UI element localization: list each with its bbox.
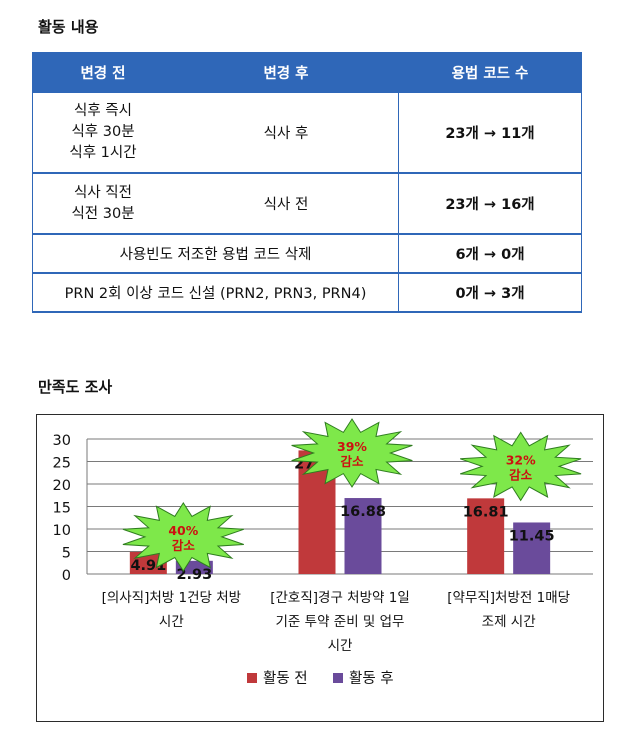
starburst-callout (122, 501, 244, 572)
y-tick-label: 25 (53, 456, 71, 472)
y-tick-label: 5 (62, 546, 71, 562)
bar (513, 522, 551, 574)
table-row: 사용빈도 저조한 용법 코드 삭제 6개 → 0개 (32, 234, 582, 274)
bar (467, 498, 505, 574)
y-tick-label: 20 (53, 478, 71, 494)
legend-swatch (333, 673, 343, 683)
y-tick-label: 30 (53, 433, 71, 449)
header-after: 변경 후 (173, 52, 399, 93)
chart-frame: 0510152025304.9127.4716.812.9316.8811.45… (36, 414, 604, 722)
x-tick-label: [의사직]처방 1건당 처방 (102, 590, 242, 606)
cell-after: 식사 전 (173, 173, 399, 235)
x-tick-label: 조제 시간 (482, 614, 536, 630)
cell-count: 0개 → 3개 (398, 273, 582, 313)
table-row: PRN 2회 이상 코드 신설 (PRN2, PRN3, PRN4) 0개 → … (32, 273, 582, 313)
cell-after: 식사 후 (173, 92, 399, 174)
cell-before: 식사 직전 식전 30분 (32, 173, 174, 235)
callout-text: 39% (337, 439, 367, 454)
callout-text: 감소 (509, 467, 533, 482)
y-tick-label: 15 (53, 501, 71, 517)
bar-chart: 0510152025304.9127.4716.812.9316.8811.45… (53, 418, 593, 687)
cell-count: 23개 → 11개 (398, 92, 582, 174)
y-tick-label: 0 (62, 568, 71, 584)
satisfaction-section-title: 만족도 조사 (38, 378, 113, 396)
header-before: 변경 전 (32, 52, 174, 93)
table-header-row: 변경 전 변경 후 용법 코드 수 (32, 52, 582, 93)
data-label: 11.45 (509, 528, 555, 544)
y-tick-label: 10 (53, 523, 71, 539)
cell-merged: PRN 2회 이상 코드 신설 (PRN2, PRN3, PRN4) (32, 273, 399, 313)
cell-count: 23개 → 16개 (398, 173, 582, 235)
legend-swatch (247, 673, 257, 683)
x-tick-label: 시간 (159, 614, 184, 630)
starburst-callout (460, 431, 582, 502)
code-change-table: 변경 전 변경 후 용법 코드 수 식후 즉시 식후 30분 식후 1시간 식사… (32, 52, 582, 313)
callout-text: 감소 (172, 538, 196, 553)
callout-text: 감소 (340, 454, 364, 469)
x-tick-label: [간호직]경구 처방약 1일 (270, 590, 410, 606)
x-tick-label: [약무직]처방전 1매당 (447, 590, 570, 606)
header-count: 용법 코드 수 (398, 52, 582, 93)
starburst-callout (291, 418, 413, 488)
x-tick-label: 시간 (328, 638, 353, 654)
table-row: 식사 직전 식전 30분 식사 전 23개 → 16개 (32, 173, 582, 235)
bar (344, 498, 382, 574)
data-label: 16.88 (340, 504, 386, 520)
activity-section-title: 활동 내용 (38, 18, 99, 36)
cell-count: 6개 → 0개 (398, 234, 582, 274)
table-row: 식후 즉시 식후 30분 식후 1시간 식사 후 23개 → 11개 (32, 92, 582, 174)
callout-text: 40% (168, 523, 198, 538)
x-tick-label: 기준 투약 준비 및 업무 (276, 614, 405, 630)
callout-text: 32% (506, 452, 536, 467)
legend-label: 활동 후 (349, 670, 394, 687)
data-label: 2.93 (176, 567, 212, 583)
cell-before: 식후 즉시 식후 30분 식후 1시간 (32, 92, 174, 174)
legend-label: 활동 전 (263, 670, 308, 687)
cell-merged: 사용빈도 저조한 용법 코드 삭제 (32, 234, 399, 274)
data-label: 16.81 (463, 504, 509, 520)
